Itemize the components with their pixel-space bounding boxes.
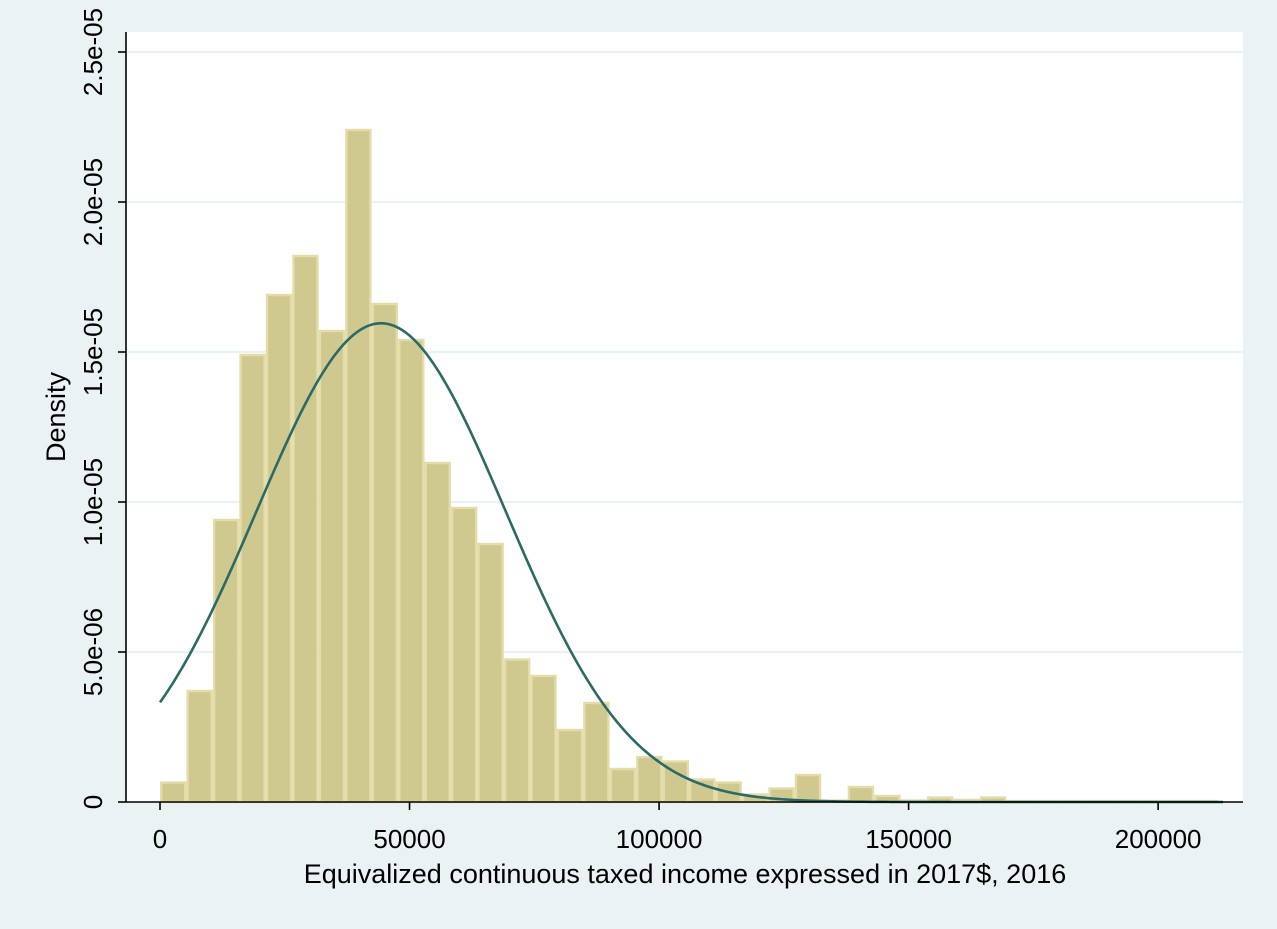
- histogram-bar: [503, 658, 531, 804]
- x-tick-label: 50000: [373, 824, 445, 854]
- histogram-bar: [424, 461, 451, 804]
- histogram-bar: [794, 773, 822, 804]
- y-tick-label: 0: [78, 795, 108, 809]
- histogram-bar: [847, 785, 875, 804]
- x-tick-label: 100000: [616, 824, 703, 854]
- y-axis-ticks: 0 5.0e-06 1.0e-05 1.5e-05 2.0e-05 2.5e-05: [78, 8, 126, 809]
- x-axis-title: Equivalized continuous taxed income expr…: [304, 859, 1067, 889]
- histogram-bar: [450, 506, 478, 804]
- x-axis-ticks: 0 50000 100000 150000 200000: [153, 802, 1202, 854]
- histogram-bar: [477, 542, 504, 804]
- histogram-bar: [636, 755, 663, 804]
- y-tick-label: 2.0e-05: [78, 158, 108, 246]
- histogram-bar: [530, 674, 557, 804]
- histogram-bar: [292, 254, 319, 804]
- histogram-bar: [398, 338, 425, 804]
- histogram-bar: [556, 728, 584, 804]
- y-axis-title: Density: [41, 371, 71, 462]
- y-tick-label: 1.0e-05: [78, 458, 108, 546]
- histogram-bar: [583, 701, 610, 804]
- histogram-bar: [609, 767, 637, 804]
- histogram-bar: [212, 518, 240, 804]
- y-tick-label: 5.0e-06: [78, 608, 108, 696]
- histogram-bar: [345, 128, 372, 804]
- y-tick-label: 1.5e-05: [78, 308, 108, 396]
- histogram-bar: [159, 781, 187, 804]
- x-tick-label: 0: [153, 824, 167, 854]
- x-tick-label: 150000: [865, 824, 952, 854]
- histogram-bar: [371, 302, 399, 804]
- x-tick-label: 200000: [1115, 824, 1202, 854]
- histogram-bars: [159, 128, 1219, 804]
- y-tick-label: 2.5e-05: [78, 8, 108, 96]
- histogram-bar: [239, 353, 266, 804]
- histogram-bar: [318, 329, 346, 804]
- histogram-bar: [689, 778, 716, 804]
- histogram-bar: [186, 689, 213, 804]
- histogram-bar: [265, 293, 293, 804]
